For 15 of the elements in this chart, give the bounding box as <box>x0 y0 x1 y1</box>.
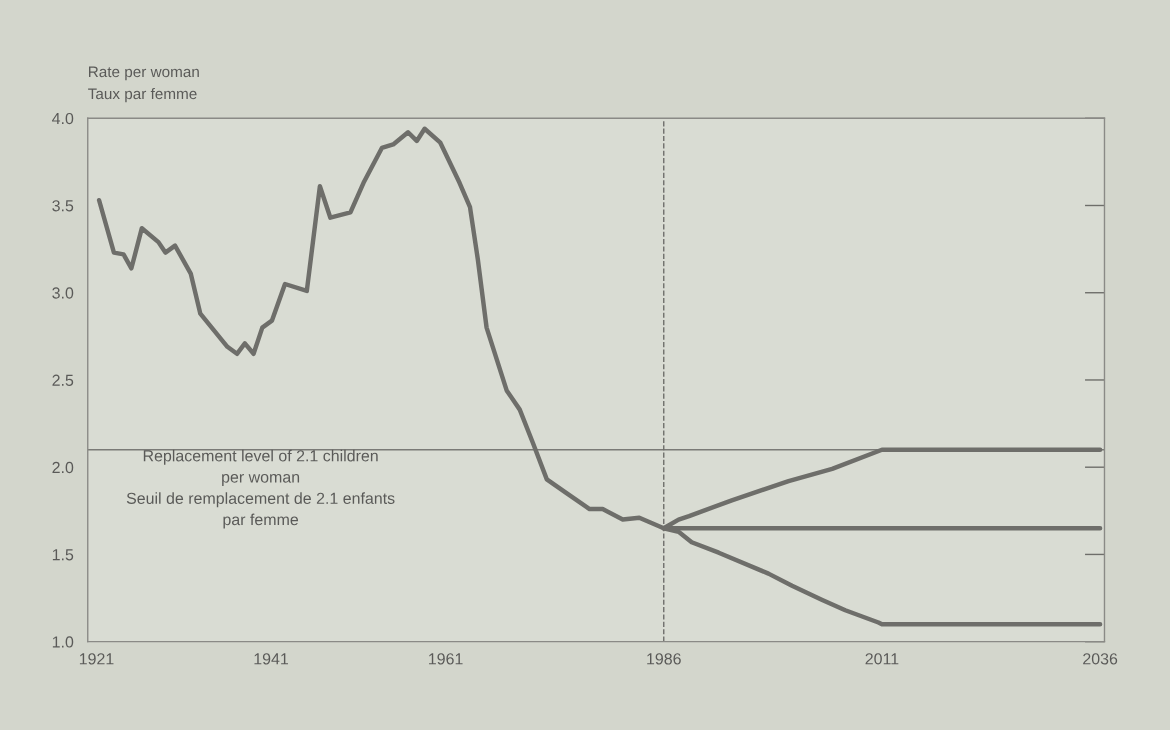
y-tick-label: 1.0 <box>52 636 74 648</box>
x-tick-label: 1941 <box>254 653 289 665</box>
x-tick-label: 1986 <box>647 653 681 665</box>
ref-line-label: Replacement level of 2.1 children per woman Seuil de remplacement de 2.1 enfants par femme <box>126 449 395 529</box>
x-tick-label: 2036 <box>1083 653 1118 665</box>
y-tick-label: 1.5 <box>52 549 74 561</box>
y-tick-label: 3.5 <box>52 200 74 212</box>
y-axis-title: Rate per woman Taux par femme <box>88 66 199 103</box>
x-tick-label: 1921 <box>79 653 114 665</box>
x-tick-label: 2011 <box>865 653 899 665</box>
y-tick-label: 3.0 <box>52 287 74 299</box>
x-tick-label: 1961 <box>429 653 463 665</box>
y-tick-label: 2.5 <box>52 374 74 386</box>
y-tick-label: 2.0 <box>52 461 74 474</box>
y-tick-label: 4.0 <box>52 112 74 125</box>
